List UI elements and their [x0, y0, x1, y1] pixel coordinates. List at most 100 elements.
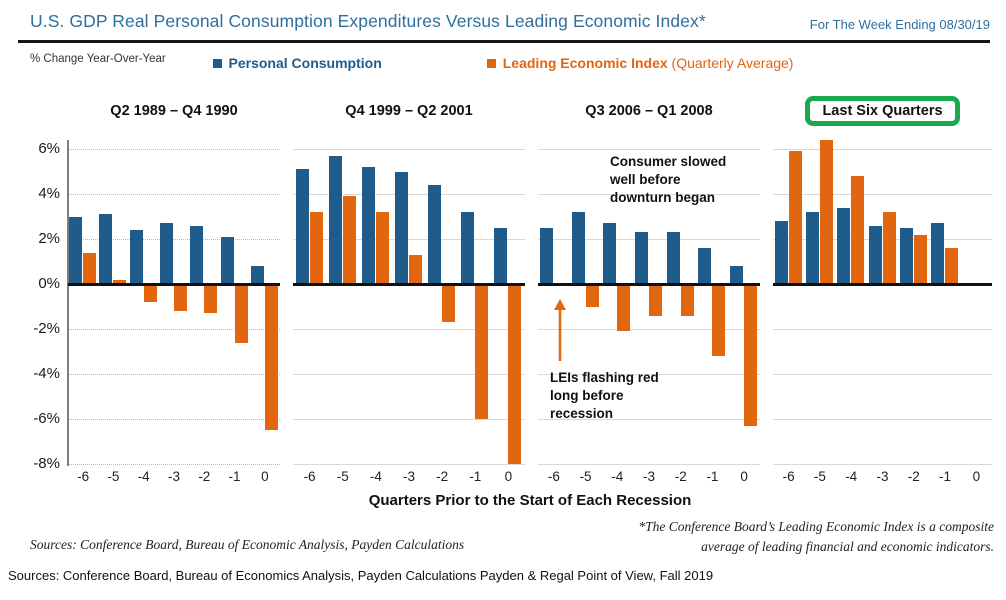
header-rule — [18, 40, 990, 43]
chart-panel-1: Q2 1989 – Q4 1990 -6 -5 -4 -3 -2 -1 0 — [67, 93, 280, 488]
gridline — [773, 374, 992, 375]
bar-personal-consumption — [129, 230, 143, 284]
bar-personal-consumption — [539, 227, 553, 284]
zero-line — [68, 283, 280, 286]
x-tick-label: -3 — [402, 468, 415, 484]
panel-title: Q4 1999 – Q2 2001 — [345, 103, 473, 119]
sources-italic: Sources: Conference Board, Bureau of Eco… — [30, 537, 465, 552]
bar-lei — [649, 284, 662, 316]
bar-personal-consumption — [220, 236, 234, 284]
bar-group — [730, 149, 758, 464]
bar-lei — [264, 284, 278, 431]
bar-group — [774, 149, 803, 464]
gridline — [773, 464, 992, 465]
x-tick-label: -2 — [907, 468, 920, 484]
x-tick-label: -3 — [167, 468, 180, 484]
chart-title: U.S. GDP Real Personal Consumption Expen… — [30, 11, 706, 31]
legend-label-lei: Leading Economic Index (Quarterly Averag… — [503, 55, 794, 71]
bar-lei — [617, 284, 631, 332]
zero-line — [538, 283, 760, 286]
x-tick-row: -6 -5 -4 -3 -2 -1 0 — [293, 464, 525, 488]
gridline — [68, 194, 280, 195]
bar-lei — [113, 279, 127, 284]
gridline — [293, 149, 525, 150]
gridline — [538, 374, 760, 375]
bar-lei — [309, 212, 323, 284]
chart-panel-4: Last Six Quarters -6 -5 -4 -3 -2 -1 0 — [773, 93, 992, 488]
annotation-consumer-slowed: Consumer slowed well before downturn beg… — [610, 154, 727, 205]
y-axis-labels: 6% 4% 2% 0% -2% -4% -6% -8% — [14, 140, 68, 472]
bar-personal-consumption — [295, 169, 309, 284]
y-axis-line — [67, 140, 69, 466]
zero-line — [293, 283, 525, 286]
bar-personal-consumption — [461, 212, 475, 284]
bar-personal-consumption — [837, 207, 851, 284]
bar-group — [69, 149, 97, 464]
x-tick-label: -6 — [77, 468, 90, 484]
bottom-source-line: Sources: Conference Board, Bureau of Eco… — [8, 568, 714, 583]
footer: *The Conference Board’s Leading Economic… — [0, 509, 1006, 575]
bar-group — [395, 149, 423, 464]
bar-group — [494, 149, 522, 464]
legend-item-lei: Leading Economic Index (Quarterly Averag… — [486, 55, 794, 71]
bar-group — [698, 149, 726, 464]
chart-area: 6% 4% 2% 0% -2% -4% -6% -8% Q2 1989 – Q4 1990 -6… — [14, 93, 1000, 488]
gridline — [68, 329, 280, 330]
lei-footnote: *The Conference Board’s Leading Economic… — [638, 519, 994, 554]
x-axis-title: Quarters Prior to the Start of Each Rece… — [368, 492, 692, 509]
gridline — [538, 149, 760, 150]
gridline — [68, 464, 280, 465]
y-axis: 6% 4% 2% 0% -2% -4% -6% -8% — [14, 93, 68, 488]
x-tick-label: -4 — [845, 468, 858, 484]
x-tick-label: 0 — [261, 468, 269, 484]
x-tick-label: 0 — [504, 468, 513, 484]
x-tick-label: -4 — [137, 468, 150, 484]
x-tick-label: -2 — [674, 468, 687, 484]
legend: Personal Consumption Leading Economic In… — [0, 55, 1006, 71]
bar-group — [220, 149, 249, 464]
x-tick-label: -3 — [643, 468, 656, 484]
x-tick-label: -6 — [303, 468, 316, 484]
bar-group — [571, 149, 600, 464]
bar-lei — [508, 284, 522, 464]
bar-personal-consumption — [395, 171, 408, 284]
bar-group — [295, 149, 324, 464]
bar-personal-consumption — [899, 227, 913, 284]
bar-group — [461, 149, 489, 464]
y-tick-label: -2% — [33, 320, 60, 337]
gridline — [773, 419, 992, 420]
gridline — [293, 374, 525, 375]
bar-group — [666, 149, 695, 464]
bar-personal-consumption — [69, 216, 83, 284]
legend-swatch-orange — [486, 58, 496, 68]
x-tick-label: -2 — [436, 468, 449, 484]
x-tick-label: -4 — [369, 468, 382, 484]
bar-personal-consumption — [666, 232, 680, 284]
zero-line — [773, 283, 992, 286]
bar-personal-consumption — [805, 212, 819, 284]
bar-lei — [913, 234, 927, 284]
x-tick-label: -1 — [469, 468, 482, 484]
bar-group — [361, 149, 390, 464]
gridline — [293, 464, 525, 465]
header: U.S. GDP Real Personal Consumption Expen… — [0, 0, 1006, 32]
bar-lei — [442, 284, 456, 323]
bar-group — [428, 149, 456, 464]
y-tick-label: -8% — [33, 455, 60, 472]
bar-group — [328, 149, 357, 464]
gridline — [293, 419, 525, 420]
bar-lei — [342, 196, 356, 284]
gridline — [538, 239, 760, 240]
gridline — [773, 149, 992, 150]
x-tick-label: -2 — [198, 468, 211, 484]
bar-personal-consumption — [99, 214, 113, 284]
bar-personal-consumption — [730, 266, 744, 284]
gridline — [293, 194, 525, 195]
week-ending-note: For The Week Ending 08/30/19 — [809, 17, 990, 32]
panel-title-wrap: Q3 2006 – Q1 2008 — [538, 93, 760, 129]
x-tick-label: -4 — [611, 468, 624, 484]
plot-area — [773, 140, 992, 465]
bar-group — [190, 149, 218, 464]
bar-lei — [475, 284, 489, 419]
